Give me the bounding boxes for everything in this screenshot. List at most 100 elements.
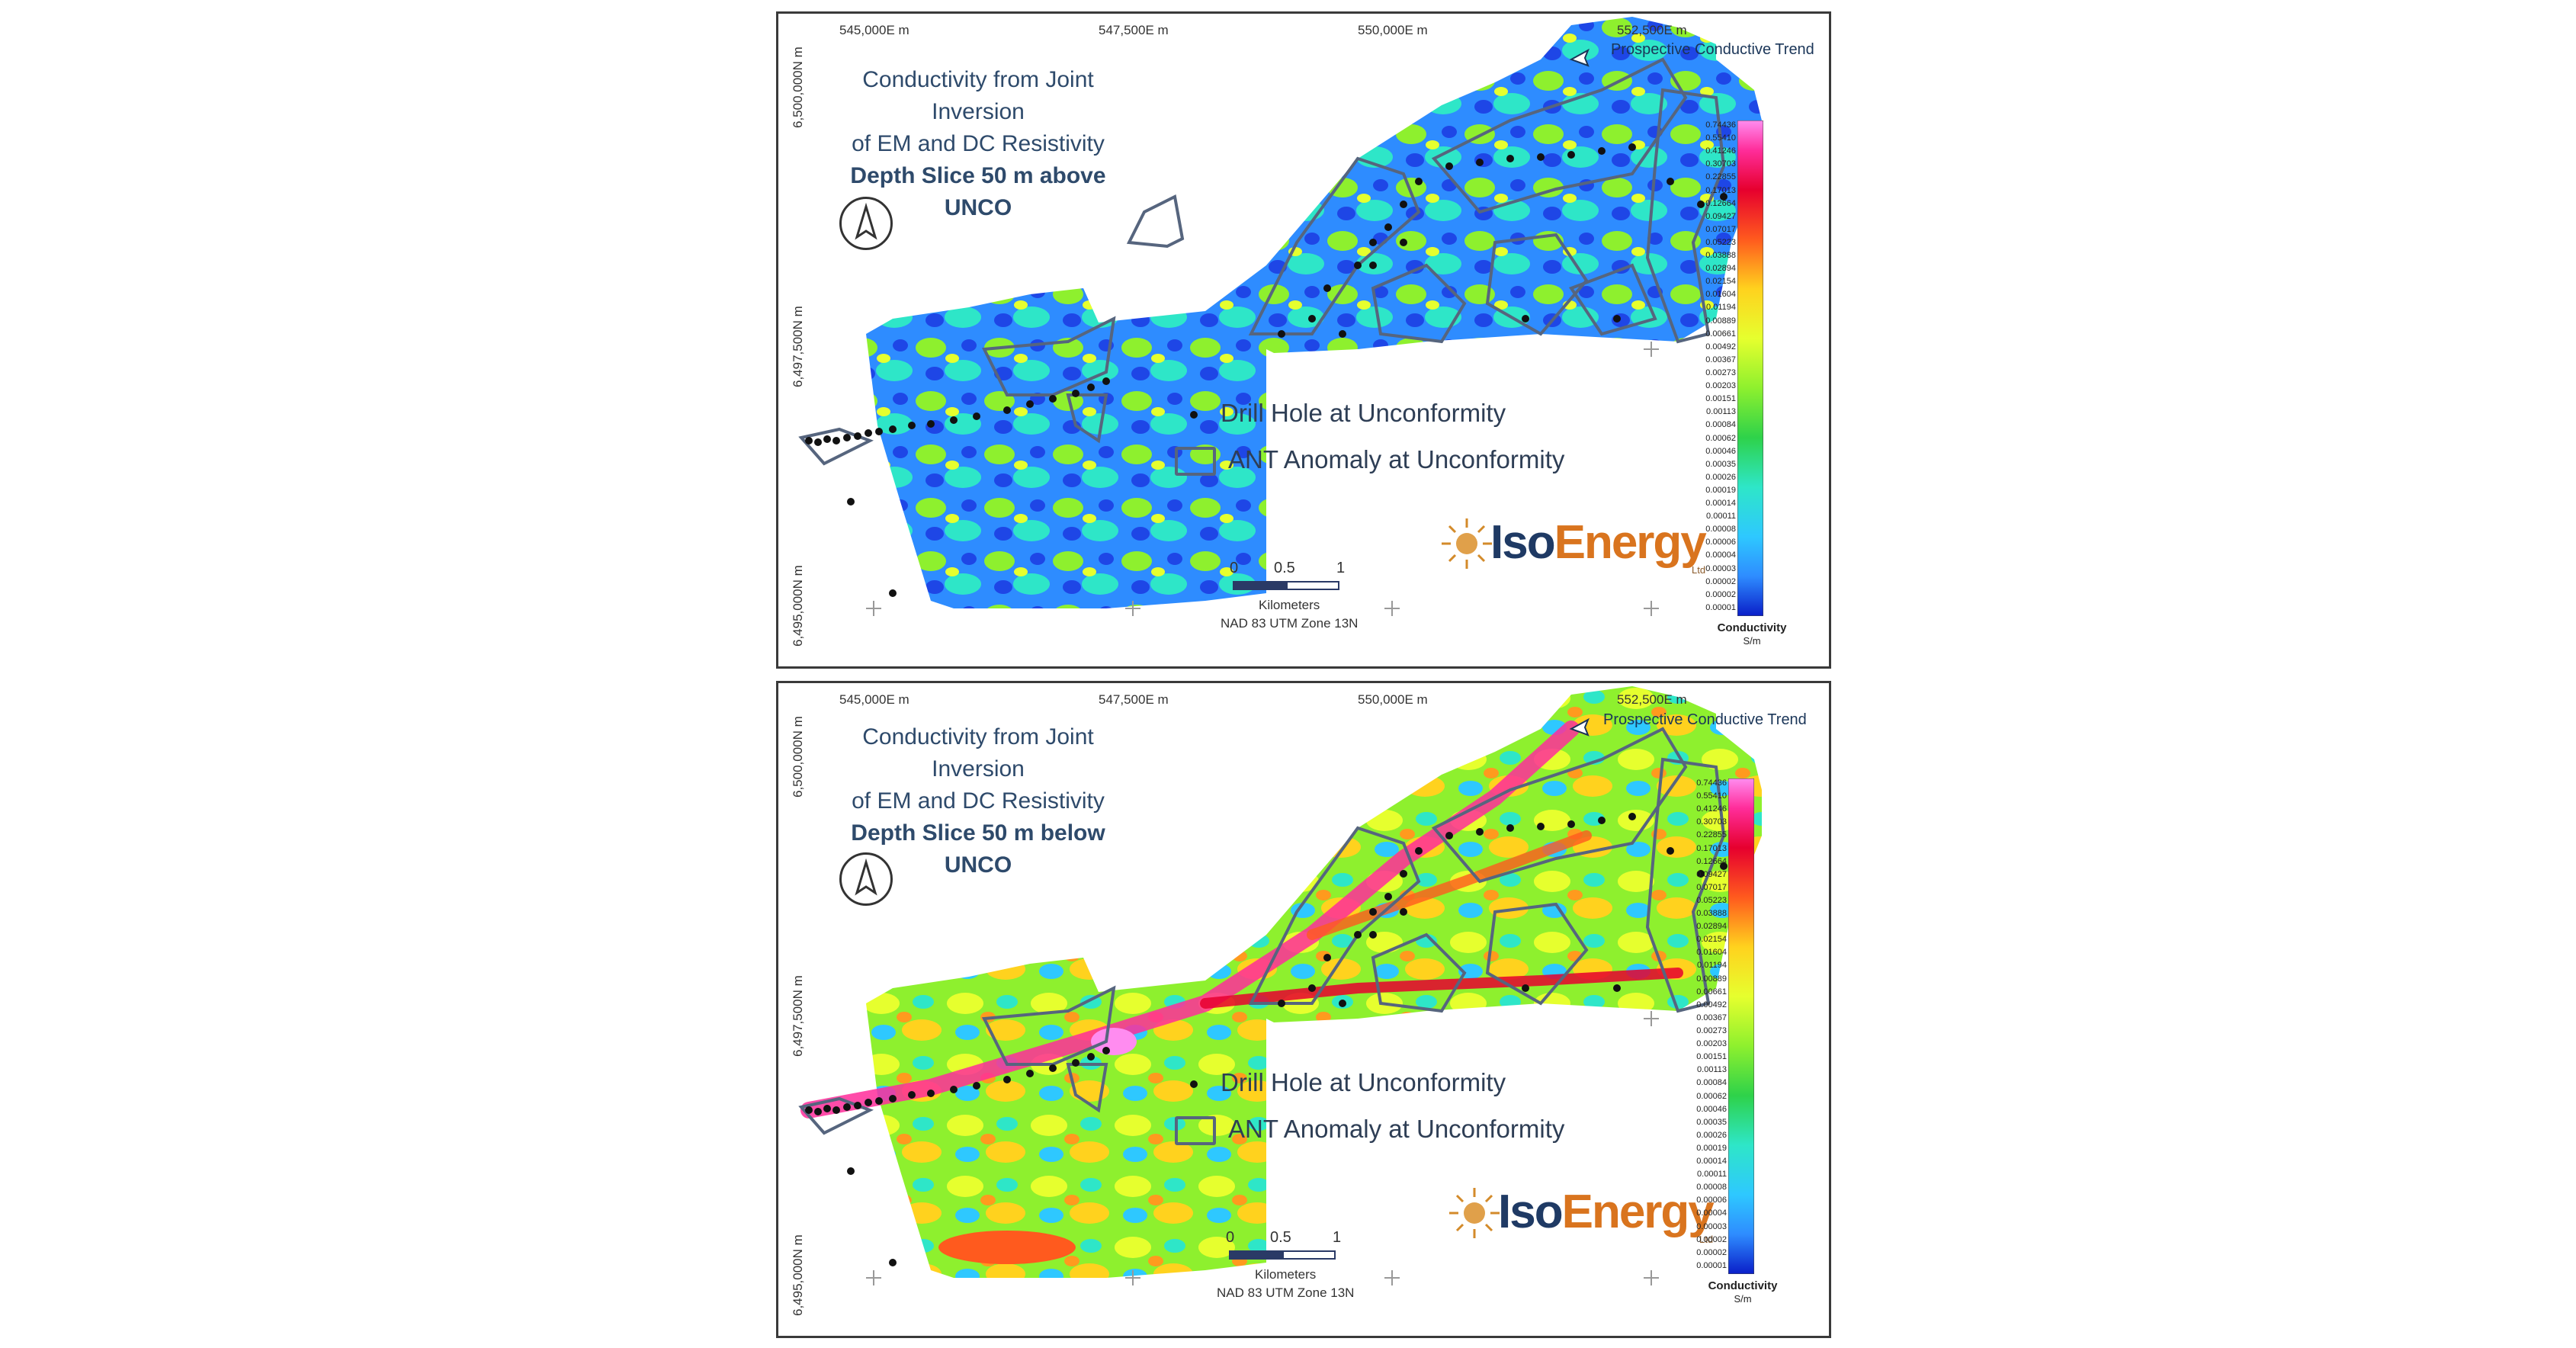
colorbar-unit: S/m xyxy=(1734,1293,1752,1305)
y-tick-label: 6,497,500N m xyxy=(791,306,805,387)
colorbar-tick-label: 0.22855 xyxy=(1696,830,1727,840)
colorbar-tick-label: 0.00046 xyxy=(1696,1104,1727,1114)
y-tick-label: 6,500,000N m xyxy=(791,716,805,798)
colorbar-tick-label: 0.12664 xyxy=(1696,856,1727,866)
colorbar-tick-label: 0.00026 xyxy=(1696,1130,1727,1140)
colorbar-tick-label: 0.17013 xyxy=(1696,843,1727,853)
north-arrow-icon xyxy=(839,852,893,906)
y-tick-label: 6,500,000N m xyxy=(791,47,805,128)
drill-hole-icon xyxy=(1190,1080,1198,1089)
colorbar-tick-label: 0.00035 xyxy=(1705,459,1736,469)
colorbar-tick-label: 0.05223 xyxy=(1696,895,1727,905)
colorbar-tick-label: 0.00002 xyxy=(1705,576,1736,586)
colorbar-tick-label: 0.01604 xyxy=(1696,948,1727,958)
colorbar-tick-label: 0.07017 xyxy=(1705,224,1736,234)
prospective-trend-label: Prospective Conductive Trend xyxy=(1603,711,1807,728)
trend-arrow-icon xyxy=(1569,717,1590,737)
colorbar-tick-label: 0.00026 xyxy=(1705,472,1736,482)
north-arrow-icon xyxy=(839,197,893,250)
map-panel-above-unco: 545,000E m 547,500E m 550,000E m 552,500… xyxy=(776,11,1831,669)
colorbar-tick-label: 0.00019 xyxy=(1705,485,1736,495)
colorbar-tick-label: 0.00008 xyxy=(1705,525,1736,534)
trend-arrow-icon xyxy=(1290,797,1314,815)
colorbar-tick-label: 0.07017 xyxy=(1696,882,1727,892)
conductivity-map xyxy=(798,686,1762,1285)
colorbar-title: Conductivity xyxy=(1717,621,1787,634)
colorbar-tick-label: 0.00002 xyxy=(1696,1234,1727,1244)
x-tick-label: 552,500E m xyxy=(1617,692,1687,707)
colorbar-tick-label: 0.00661 xyxy=(1696,987,1727,997)
colorbar-tick-label: 0.00008 xyxy=(1696,1183,1727,1192)
x-tick-label: 545,000E m xyxy=(839,692,909,707)
colorbar-tick-label: 0.22855 xyxy=(1705,172,1736,182)
conductor-anomaly xyxy=(1091,1028,1137,1055)
colorbar-tick-label: 0.01194 xyxy=(1706,303,1736,313)
colorbar-tick-label: 0.00002 xyxy=(1696,1247,1727,1257)
colorbar-tick-label: 0.09427 xyxy=(1696,869,1727,879)
colorbar-tick-label: 0.17013 xyxy=(1705,185,1736,195)
colorbar-tick-label: 0.02154 xyxy=(1705,277,1736,287)
colorbar-tick-label: 0.74436 xyxy=(1705,120,1736,130)
colorbar-tick-label: 0.00003 xyxy=(1696,1221,1727,1231)
colorbar-tick-label: 0.00006 xyxy=(1705,538,1736,547)
x-tick-label: 545,000E m xyxy=(839,23,909,37)
conductive-trend xyxy=(1200,968,1683,1009)
colorbar-tick-label: 0.00001 xyxy=(1696,1260,1727,1270)
drill-holes xyxy=(805,813,1727,1266)
trend-arrow-icon xyxy=(1290,127,1314,146)
colorbar-tick-label: 0.00046 xyxy=(1705,446,1736,456)
colorbar-tick-label: 0.00113 xyxy=(1697,1065,1727,1075)
legend-drill-hole: Drill Hole at Unconformity xyxy=(1190,1068,1506,1097)
ant-anomaly-outlines xyxy=(798,727,1726,1135)
colorbar-tick-label: 0.00062 xyxy=(1705,433,1736,443)
x-tick-label: 547,500E m xyxy=(1099,692,1169,707)
colorbar-tick-label: 0.00113 xyxy=(1706,407,1736,417)
y-tick-label: 6,495,000N m xyxy=(791,1234,805,1316)
colorbar-tick-label: 0.00003 xyxy=(1705,563,1736,573)
conductivity-map xyxy=(798,17,1762,616)
colorbar-tick-label: 0.00151 xyxy=(1705,394,1736,404)
prospective-trend-label: Prospective Conductive Trend xyxy=(1611,41,1814,58)
legend-ant-anomaly: ANT Anomaly at Unconformity xyxy=(1175,445,1564,477)
isoenergy-logo: IsoEnergy Ltd xyxy=(1440,516,1707,576)
x-tick-label: 552,500E m xyxy=(1617,23,1687,37)
colorbar-tick-label: 0.00002 xyxy=(1705,589,1736,599)
colorbar-tick-label: 0.41246 xyxy=(1705,146,1736,156)
colorbar-tick-label: 0.00019 xyxy=(1696,1143,1727,1153)
colorbar-tick-label: 0.00004 xyxy=(1696,1208,1727,1218)
ant-anomaly-outlines xyxy=(798,57,1726,466)
survey-area xyxy=(866,17,1762,608)
drill-holes xyxy=(805,143,1727,597)
colorbar-tick-label: 0.00062 xyxy=(1696,1091,1727,1101)
colorbar-tick-label: 0.00273 xyxy=(1705,368,1736,377)
colorbar-tick-label: 0.00889 xyxy=(1705,316,1736,326)
colorbar-tick-label: 0.00006 xyxy=(1696,1196,1727,1205)
conductor-anomaly xyxy=(938,1231,1076,1264)
colorbar-tick-label: 0.00035 xyxy=(1696,1117,1727,1127)
survey-area xyxy=(866,686,1762,1278)
y-tick-label: 6,495,000N m xyxy=(791,565,805,647)
colorbar-tick-label: 0.05223 xyxy=(1705,237,1736,247)
conductive-trend xyxy=(1307,830,1592,940)
colorbar-tick-label: 0.00001 xyxy=(1705,602,1736,612)
colorbar-tick-label: 0.00367 xyxy=(1705,355,1736,364)
colorbar-tick-label: 0.30703 xyxy=(1696,817,1727,827)
anomaly-outline-icon xyxy=(1175,1116,1216,1146)
colorbar-tick-label: 0.00011 xyxy=(1697,1170,1727,1180)
legend-drill-hole: Drill Hole at Unconformity xyxy=(1190,399,1506,428)
colorbar xyxy=(1727,778,1755,1275)
colorbar-tick-label: 0.00661 xyxy=(1705,329,1736,339)
colorbar-tick-label: 0.03888 xyxy=(1705,251,1736,261)
sun-logo-icon xyxy=(1442,518,1492,569)
x-tick-label: 550,000E m xyxy=(1358,23,1428,37)
trend-arrow-icon xyxy=(1569,48,1590,67)
colorbar-tick-label: 0.02894 xyxy=(1696,922,1727,932)
colorbar-tick-label: 0.00273 xyxy=(1696,1026,1727,1035)
colorbar-tick-label: 0.00014 xyxy=(1705,499,1736,509)
sun-logo-icon xyxy=(1449,1188,1500,1238)
colorbar-tick-label: 0.02894 xyxy=(1705,264,1736,274)
x-tick-label: 550,000E m xyxy=(1358,692,1428,707)
colorbar-unit: S/m xyxy=(1743,635,1761,647)
colorbar xyxy=(1737,120,1764,617)
colorbar-tick-label: 0.00084 xyxy=(1696,1078,1727,1088)
